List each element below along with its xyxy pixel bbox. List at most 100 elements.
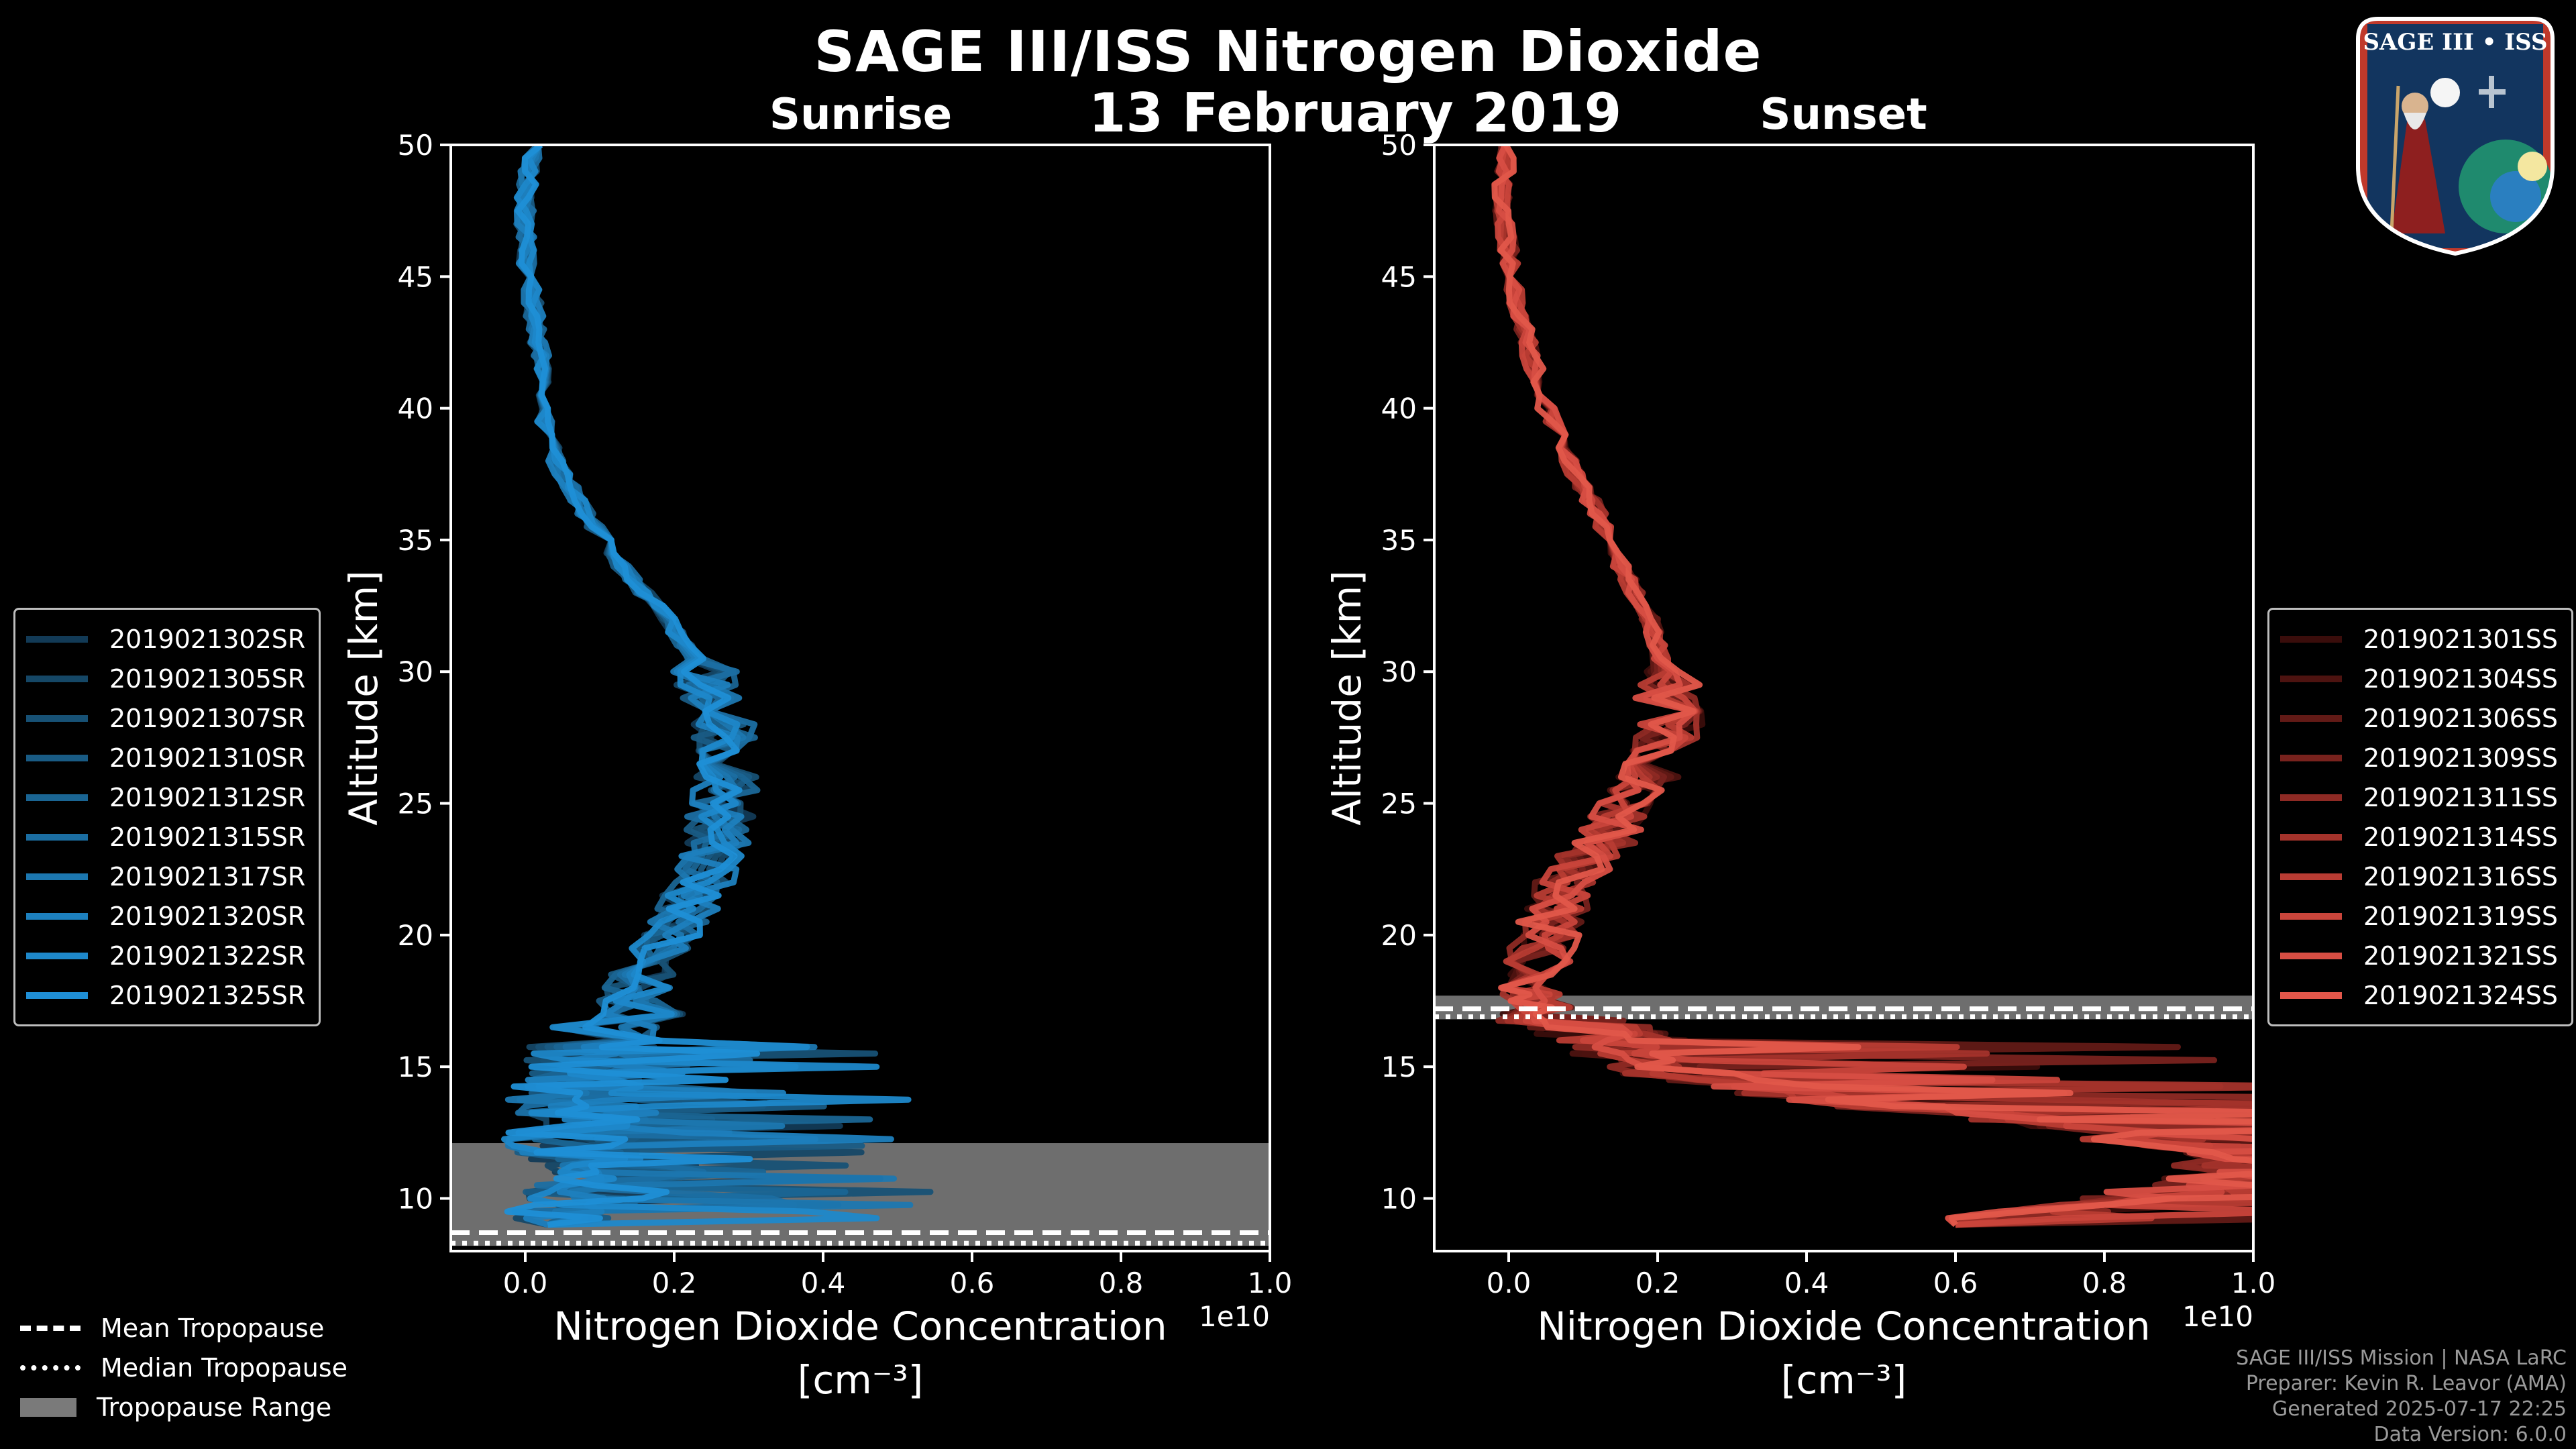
legend-swatch bbox=[2280, 873, 2342, 880]
series-line-2019021321SS bbox=[1496, 145, 2253, 1228]
range-swatch bbox=[20, 1397, 76, 1417]
legend-entry: 2019021307SR bbox=[26, 698, 305, 738]
legend-entry: 2019021325SR bbox=[26, 975, 305, 1015]
legend-label: 2019021319SS bbox=[2363, 901, 2559, 931]
plot-area bbox=[451, 145, 1270, 1246]
x-axis-label: Nitrogen Dioxide Concentration bbox=[553, 1303, 1167, 1349]
legend-mean-label: Mean Tropopause bbox=[101, 1313, 325, 1343]
x-scale-label: 1e10 bbox=[1199, 1300, 1270, 1333]
legend-entry: 2019021320SR bbox=[26, 896, 305, 936]
x-tick-label: 1.0 bbox=[2231, 1267, 2276, 1299]
legend-entry: 2019021322SR bbox=[26, 936, 305, 975]
legend-swatch bbox=[26, 912, 88, 920]
legend-entry: 2019021317SR bbox=[26, 857, 305, 896]
legend-swatch bbox=[2280, 754, 2342, 761]
x-tick-label: 0.8 bbox=[1099, 1267, 1144, 1299]
legend-median-tropopause: Median Tropopause bbox=[20, 1348, 347, 1387]
legend-label: 2019021325SR bbox=[109, 980, 306, 1010]
y-tick-label: 30 bbox=[1381, 655, 1417, 688]
series-line-2019021324SS bbox=[1491, 145, 2253, 1226]
legend-label: 2019021306SS bbox=[2363, 703, 2559, 733]
legend-label: 2019021314SS bbox=[2363, 822, 2559, 852]
y-tick-label: 10 bbox=[1381, 1182, 1417, 1215]
legend-swatch bbox=[2280, 675, 2342, 682]
legend-entry: 2019021306SS bbox=[2280, 698, 2558, 738]
x-tick-label: 0.0 bbox=[503, 1267, 548, 1299]
sage-iii-iss-logo: SAGE III • ISS bbox=[2356, 17, 2555, 256]
main-title: SAGE III/ISS Nitrogen Dioxide bbox=[814, 19, 1762, 85]
legend-entry: 2019021304SS bbox=[2280, 659, 2558, 698]
legend-entry: 2019021319SS bbox=[2280, 896, 2558, 936]
y-tick-label: 40 bbox=[398, 392, 433, 425]
legend-swatch bbox=[2280, 794, 2342, 801]
x-axis-unit: [cm⁻³] bbox=[1781, 1357, 1907, 1403]
x-tick-label: 1.0 bbox=[1248, 1267, 1293, 1299]
legend-label: 2019021321SS bbox=[2363, 941, 2559, 971]
x-tick-label: 0.8 bbox=[2082, 1267, 2127, 1299]
sunrise-legend: 2019021302SR 2019021305SR 2019021307SR 2019… bbox=[13, 608, 321, 1026]
y-tick-label: 25 bbox=[1381, 788, 1417, 820]
legend-swatch bbox=[2280, 714, 2342, 722]
legend-swatch bbox=[26, 635, 88, 643]
sunrise-panel-title: Sunrise bbox=[769, 90, 953, 140]
legend-swatch bbox=[26, 675, 88, 682]
credits: SAGE III/ISS Mission | NASA LaRC Prepare… bbox=[2236, 1346, 2567, 1448]
legend-swatch bbox=[26, 873, 88, 880]
y-tick-label: 40 bbox=[1381, 392, 1417, 425]
legend-entry: 2019021314SS bbox=[2280, 817, 2558, 857]
y-tick-label: 45 bbox=[1381, 260, 1417, 293]
series-line-2019021325SR bbox=[504, 145, 761, 1228]
legend-label: 2019021315SR bbox=[109, 822, 306, 852]
y-tick-label: 20 bbox=[398, 919, 433, 952]
plot-area bbox=[1434, 145, 2253, 1228]
legend-label: 2019021317SR bbox=[109, 861, 306, 892]
legend-entry: 2019021324SS bbox=[2280, 975, 2558, 1015]
legend-label: 2019021307SR bbox=[109, 703, 306, 733]
y-tick-label: 35 bbox=[398, 524, 433, 557]
sunset-legend: 2019021301SS 2019021304SS 2019021306SS 2019… bbox=[2267, 608, 2574, 1026]
legend-swatch bbox=[2280, 833, 2342, 841]
y-axis-label: Altitude [km] bbox=[341, 570, 386, 825]
legend-entry: 2019021302SR bbox=[26, 619, 305, 659]
legend-label: 2019021320SR bbox=[109, 901, 306, 931]
sunset-panel-title: Sunset bbox=[1760, 90, 1927, 140]
legend-swatch bbox=[26, 991, 88, 999]
y-axis-label: Altitude [km] bbox=[1324, 570, 1370, 825]
x-tick-label: 0.0 bbox=[1487, 1267, 1532, 1299]
credit-data-version: Data Version: 6.0.0 bbox=[2373, 1423, 2567, 1446]
x-tick-label: 0.2 bbox=[1635, 1267, 1680, 1299]
legend-label: 2019021302SR bbox=[109, 624, 306, 654]
x-tick-label: 0.2 bbox=[652, 1267, 697, 1299]
plot-panel-sunset: 10 15 20 25 30 35 40 45 50 0.0 0.2 0.4 0.6 0.8 1.01e10… bbox=[1324, 129, 2276, 1403]
legend-entry: 2019021311SS bbox=[2280, 777, 2558, 817]
y-tick-label: 15 bbox=[1381, 1051, 1417, 1083]
x-axis-label: Nitrogen Dioxide Concentration bbox=[1537, 1303, 2150, 1349]
legend-entry: 2019021321SS bbox=[2280, 936, 2558, 975]
dashed-line-swatch bbox=[20, 1318, 80, 1339]
y-tick-label: 15 bbox=[398, 1051, 433, 1083]
date-title: 13 February 2019 bbox=[1088, 82, 1622, 144]
y-tick-label: 30 bbox=[398, 655, 433, 688]
x-tick-label: 0.4 bbox=[1784, 1267, 1829, 1299]
legend-tropopause-range: Tropopause Range bbox=[20, 1387, 347, 1427]
legend-entry: 2019021312SR bbox=[26, 777, 305, 817]
legend-range-label: Tropopause Range bbox=[97, 1392, 332, 1422]
x-tick-label: 0.6 bbox=[950, 1267, 995, 1299]
legend-entry: 2019021310SR bbox=[26, 738, 305, 777]
legend-swatch bbox=[26, 714, 88, 722]
legend-swatch bbox=[26, 754, 88, 761]
legend-swatch bbox=[2280, 952, 2342, 959]
y-tick-label: 50 bbox=[1381, 129, 1417, 162]
legend-entry: 2019021301SS bbox=[2280, 619, 2558, 659]
legend-swatch bbox=[2280, 635, 2342, 643]
y-tick-label: 10 bbox=[398, 1182, 433, 1215]
legend-label: 2019021312SR bbox=[109, 782, 306, 812]
y-tick-label: 45 bbox=[398, 260, 433, 293]
x-tick-label: 0.4 bbox=[801, 1267, 846, 1299]
tropopause-legend: Mean Tropopause Median Tropopause Tropop… bbox=[20, 1308, 347, 1427]
legend-label: 2019021316SS bbox=[2363, 861, 2559, 892]
legend-swatch bbox=[26, 833, 88, 841]
y-tick-label: 25 bbox=[398, 788, 433, 820]
credit-generated: Generated 2025-07-17 22:25 bbox=[2271, 1397, 2567, 1421]
